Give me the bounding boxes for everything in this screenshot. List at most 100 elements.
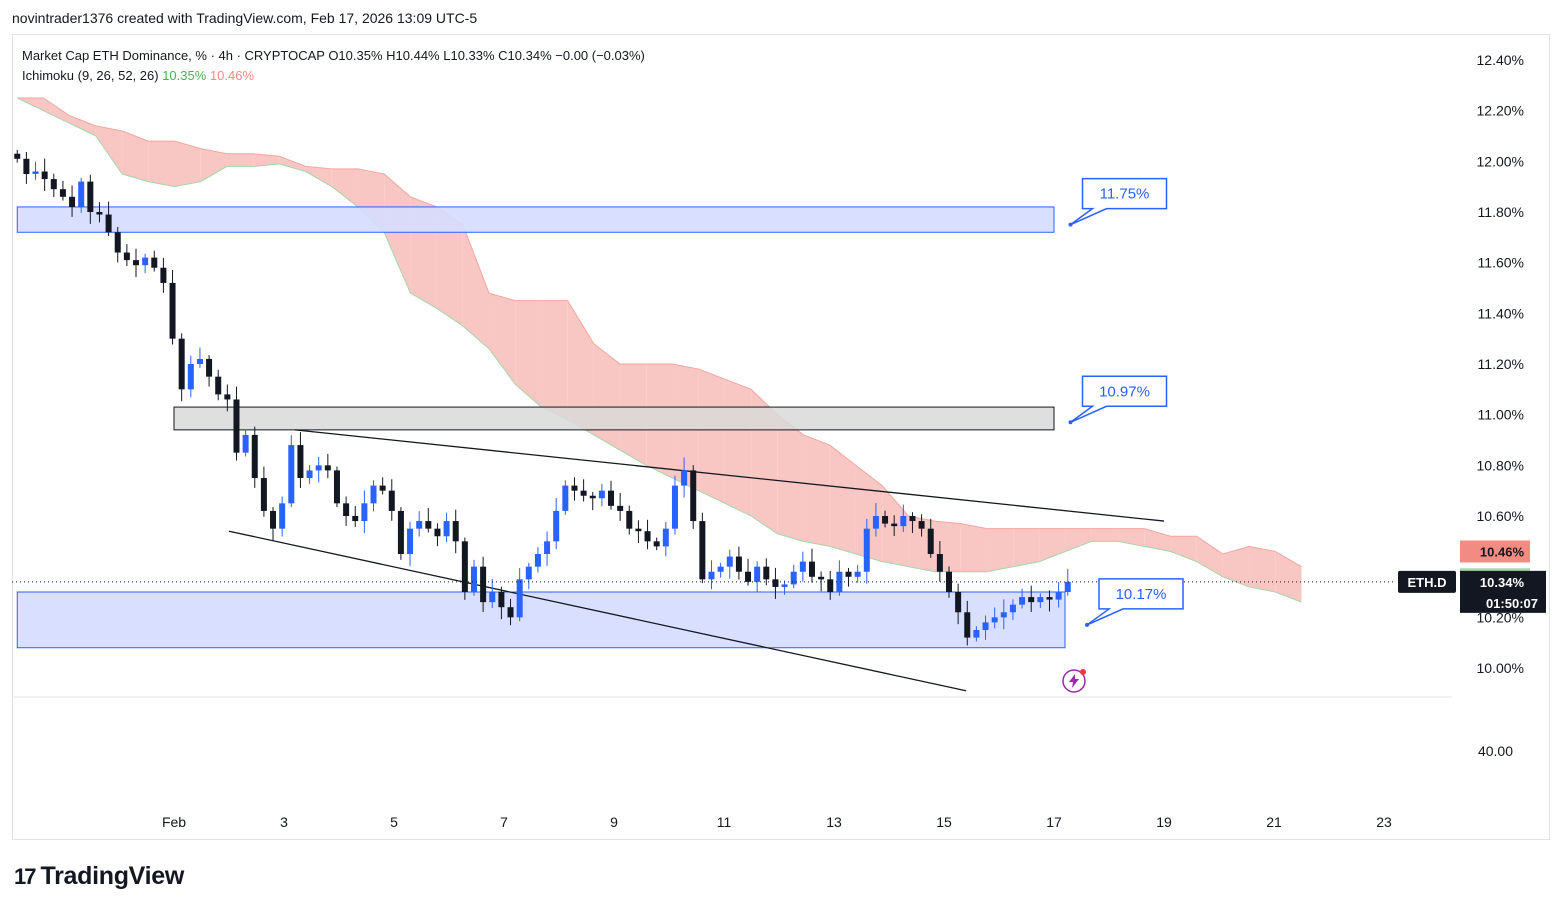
candle[interactable] xyxy=(78,177,85,213)
candle[interactable] xyxy=(681,457,688,498)
candle[interactable] xyxy=(288,435,295,508)
candle[interactable] xyxy=(315,456,322,483)
candle[interactable] xyxy=(507,598,514,626)
candle[interactable] xyxy=(772,567,779,599)
candle[interactable] xyxy=(352,506,359,527)
candle[interactable] xyxy=(196,347,203,368)
candle[interactable] xyxy=(96,202,103,223)
candle[interactable] xyxy=(142,253,149,274)
candle[interactable] xyxy=(489,579,496,608)
candle[interactable] xyxy=(608,480,615,510)
candle[interactable] xyxy=(461,537,468,600)
candle[interactable] xyxy=(690,465,697,529)
candle[interactable] xyxy=(726,549,733,579)
candle[interactable] xyxy=(763,558,770,586)
candle[interactable] xyxy=(662,521,669,557)
candle[interactable] xyxy=(306,465,313,484)
candle[interactable] xyxy=(964,600,971,646)
candle[interactable] xyxy=(105,201,112,237)
gray-zone[interactable] xyxy=(173,406,1055,431)
upper-blue-zone[interactable] xyxy=(16,206,1055,233)
candle[interactable] xyxy=(863,518,870,584)
chart-frame[interactable] xyxy=(12,34,1550,840)
candle[interactable] xyxy=(270,507,277,541)
candle[interactable] xyxy=(991,607,998,629)
candle[interactable] xyxy=(754,561,761,592)
candle[interactable] xyxy=(735,546,742,580)
candle[interactable] xyxy=(260,466,267,517)
candle[interactable] xyxy=(580,479,587,502)
candle[interactable] xyxy=(1037,593,1044,608)
candle[interactable] xyxy=(114,226,121,263)
callout-1017[interactable]: 10.17% xyxy=(1085,578,1184,627)
candle[interactable] xyxy=(544,531,551,566)
candle[interactable] xyxy=(215,369,222,401)
candle[interactable] xyxy=(206,355,213,387)
candle[interactable] xyxy=(553,498,560,550)
candle[interactable] xyxy=(626,505,633,535)
candle[interactable] xyxy=(1009,599,1016,621)
candle[interactable] xyxy=(178,333,185,402)
candle[interactable] xyxy=(936,541,943,582)
candle[interactable] xyxy=(1000,599,1007,630)
upper-trendline[interactable] xyxy=(294,429,1165,522)
candle[interactable] xyxy=(416,511,423,537)
candle[interactable] xyxy=(1064,568,1071,596)
candle[interactable] xyxy=(571,477,578,501)
candle[interactable] xyxy=(617,492,624,521)
callout-1097[interactable]: 10.97% xyxy=(1068,375,1168,425)
candle[interactable] xyxy=(918,514,925,537)
candle[interactable] xyxy=(836,560,843,596)
lower-trendline[interactable] xyxy=(228,530,967,692)
candle[interactable] xyxy=(151,250,158,272)
candle[interactable] xyxy=(388,479,395,521)
candle[interactable] xyxy=(224,384,231,412)
candle[interactable] xyxy=(233,386,240,461)
candle[interactable] xyxy=(361,490,368,533)
candle[interactable] xyxy=(14,149,21,163)
candle[interactable] xyxy=(891,515,898,537)
lightning-icon[interactable] xyxy=(1062,669,1086,693)
candle[interactable] xyxy=(87,174,94,224)
candle[interactable] xyxy=(818,571,825,592)
candle[interactable] xyxy=(343,496,350,526)
candle[interactable] xyxy=(333,466,340,508)
candle[interactable] xyxy=(279,496,286,537)
candle[interactable] xyxy=(909,512,916,533)
candle[interactable] xyxy=(160,257,167,293)
candle[interactable] xyxy=(973,626,980,642)
candle[interactable] xyxy=(133,248,140,278)
candle[interactable] xyxy=(799,551,806,582)
candle[interactable] xyxy=(589,491,596,511)
candle[interactable] xyxy=(534,547,541,573)
candle[interactable] xyxy=(470,559,477,596)
candle[interactable] xyxy=(324,453,331,479)
candle[interactable] xyxy=(845,567,852,587)
candle[interactable] xyxy=(516,567,523,622)
candle[interactable] xyxy=(452,509,459,554)
candle[interactable] xyxy=(297,432,304,488)
candle[interactable] xyxy=(1019,588,1026,609)
candle[interactable] xyxy=(644,519,651,550)
candle[interactable] xyxy=(872,503,879,537)
candle[interactable] xyxy=(425,508,432,533)
candle[interactable] xyxy=(717,562,724,578)
candle[interactable] xyxy=(41,158,48,191)
candle[interactable] xyxy=(169,270,176,345)
candle[interactable] xyxy=(671,475,678,535)
candle[interactable] xyxy=(434,523,441,547)
candle[interactable] xyxy=(808,548,815,583)
candle[interactable] xyxy=(562,480,569,515)
candle[interactable] xyxy=(50,173,57,198)
candle[interactable] xyxy=(927,518,934,558)
candle[interactable] xyxy=(653,537,660,551)
candle[interactable] xyxy=(59,180,66,201)
candle[interactable] xyxy=(708,560,715,590)
candle[interactable] xyxy=(187,355,194,398)
candle[interactable] xyxy=(69,185,76,217)
candle[interactable] xyxy=(745,558,752,586)
candle[interactable] xyxy=(397,507,404,560)
candle[interactable] xyxy=(955,583,962,625)
candle[interactable] xyxy=(32,161,39,180)
